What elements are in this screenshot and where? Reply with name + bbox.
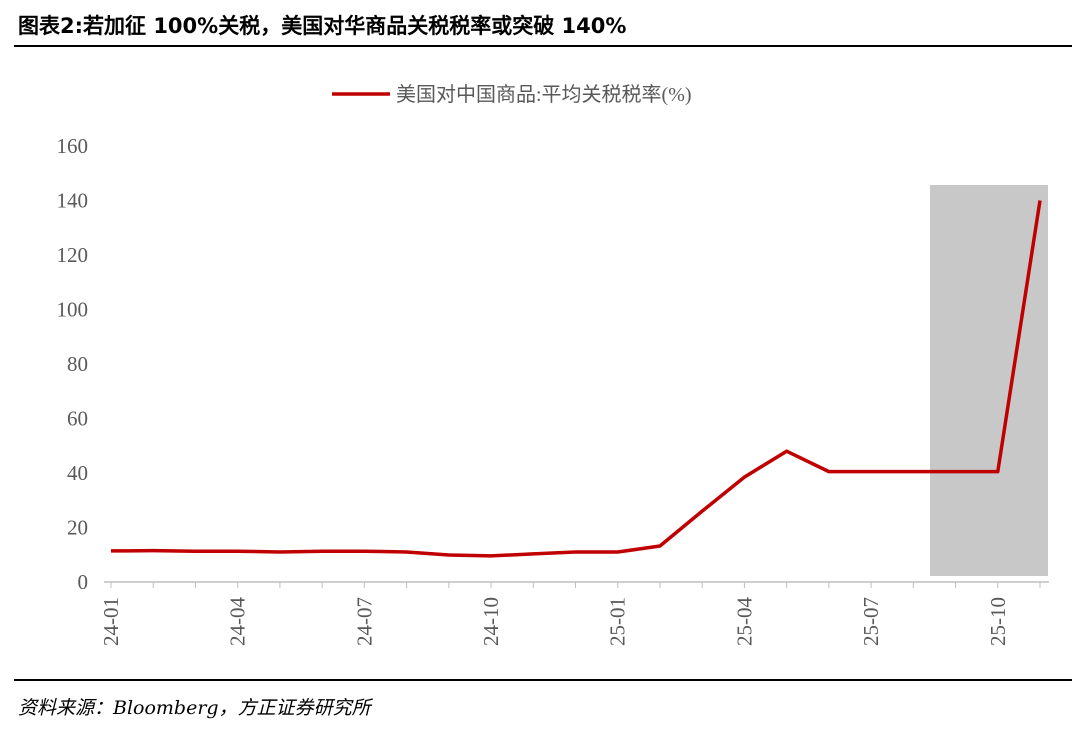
y-tick-label: 120 bbox=[57, 243, 89, 267]
y-tick-label: 100 bbox=[57, 298, 89, 322]
x-tick-label: 25-10 bbox=[986, 597, 1010, 646]
x-tick-label: 24-07 bbox=[352, 597, 376, 646]
y-tick-label: 0 bbox=[78, 570, 89, 594]
y-tick-label: 80 bbox=[67, 352, 88, 376]
x-tick-label: 24-10 bbox=[479, 597, 503, 646]
chart-title: 图表2:若加征 100%关税，美国对华商品关税税率或突破 140% bbox=[18, 14, 626, 38]
legend-label: 美国对中国商品:平均关税税率(%) bbox=[396, 83, 692, 106]
x-tick-label: 25-04 bbox=[732, 597, 756, 646]
x-tick-label: 25-01 bbox=[606, 597, 630, 646]
y-tick-label: 40 bbox=[67, 461, 88, 485]
data-line bbox=[110, 200, 1042, 558]
x-tick-label: 24-01 bbox=[99, 597, 123, 646]
source-note: 资料来源：Bloomberg，方正证券研究所 bbox=[18, 697, 374, 719]
y-tick-label: 20 bbox=[67, 516, 88, 540]
y-tick-label: 160 bbox=[57, 134, 89, 158]
y-tick-label: 140 bbox=[57, 189, 89, 213]
y-tick-label: 60 bbox=[67, 407, 88, 431]
x-tick-label: 24-04 bbox=[226, 597, 250, 646]
highlight-region bbox=[930, 185, 1048, 576]
x-tick-label: 25-07 bbox=[859, 597, 883, 646]
